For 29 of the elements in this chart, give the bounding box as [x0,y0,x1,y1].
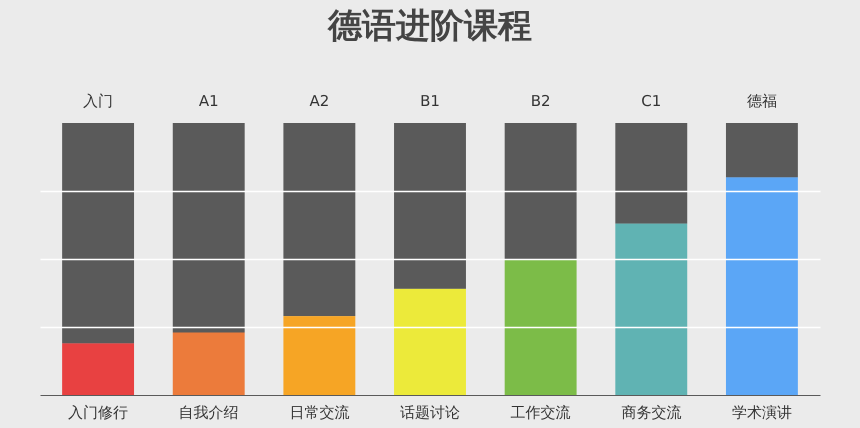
bar [615,123,688,224]
bar [394,288,466,395]
text: C1 [641,92,662,110]
x-tick-label: 工作交流 [510,404,571,422]
bar [283,123,356,316]
text: A2 [309,92,330,110]
chart-title: 德语进阶课程 [327,6,532,46]
x-tick-label: 商务交流 [621,404,682,422]
bar [62,123,134,344]
bar [504,123,577,259]
x-tick-label: 入门修行 [68,404,128,422]
bar [726,123,798,178]
text: 德福 [746,92,777,110]
x-tick-label: 自我介绍 [178,404,239,422]
bar [726,177,798,395]
bar [172,332,245,395]
bar [394,123,466,289]
text: A1 [198,92,219,110]
bar [615,224,688,395]
x-tick-label: 学术演讲 [732,404,792,422]
bar [504,259,577,395]
x-tick-label: 日常交流 [289,404,350,422]
bar [172,123,245,332]
text: 入门 [83,92,114,110]
x-tick-label: 话题讨论 [400,404,460,422]
bar [62,343,134,395]
text: B2 [530,92,551,110]
text: B1 [420,92,440,110]
bar [283,316,356,395]
